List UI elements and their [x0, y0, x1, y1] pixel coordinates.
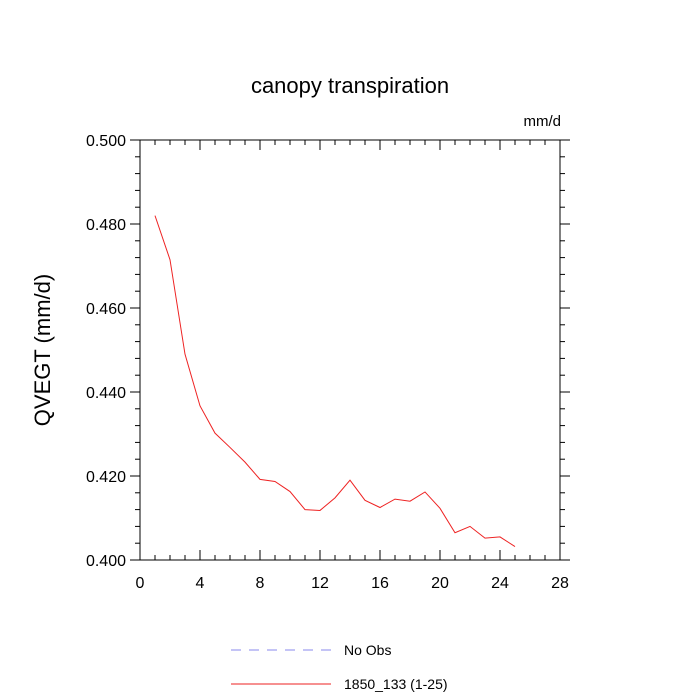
plot-frame	[139, 139, 561, 561]
legend-item: 1850_133 (1-25)	[231, 676, 448, 692]
y-tick-label: 0.420	[86, 469, 126, 486]
x-tick-label: 28	[551, 575, 569, 592]
y-axis-label: QVEGT (mm/d)	[30, 274, 55, 426]
y-tick-label: 0.500	[86, 133, 126, 150]
legend-label: No Obs	[344, 642, 391, 658]
legend: No Obs 1850_133 (1-25)	[231, 642, 448, 692]
units-label: mm/d	[524, 113, 562, 130]
chart-title: canopy transpiration	[251, 73, 449, 98]
x-tick-label: 0	[136, 575, 145, 592]
y-tick-label: 0.480	[86, 217, 126, 234]
y-tick-label: 0.400	[86, 553, 126, 570]
series-line	[154, 215, 516, 547]
y-tick-label: 0.440	[86, 385, 126, 402]
legend-label: 1850_133 (1-25)	[344, 676, 448, 692]
x-tick-label: 16	[371, 575, 389, 592]
axis-tick-labels: 0 4 8 12 16 20 24 28 0.400 0.420 0.440 0.460 0.480 0.…	[86, 133, 569, 592]
y-tick-label: 0.460	[86, 301, 126, 318]
axis-ticks	[130, 139, 570, 561]
legend-item: No Obs	[231, 642, 391, 658]
x-tick-label: 4	[196, 575, 205, 592]
series-lines	[154, 215, 516, 547]
x-tick-label: 8	[256, 575, 265, 592]
x-tick-label: 12	[311, 575, 329, 592]
x-tick-label: 24	[491, 575, 509, 592]
x-tick-label: 20	[431, 575, 449, 592]
